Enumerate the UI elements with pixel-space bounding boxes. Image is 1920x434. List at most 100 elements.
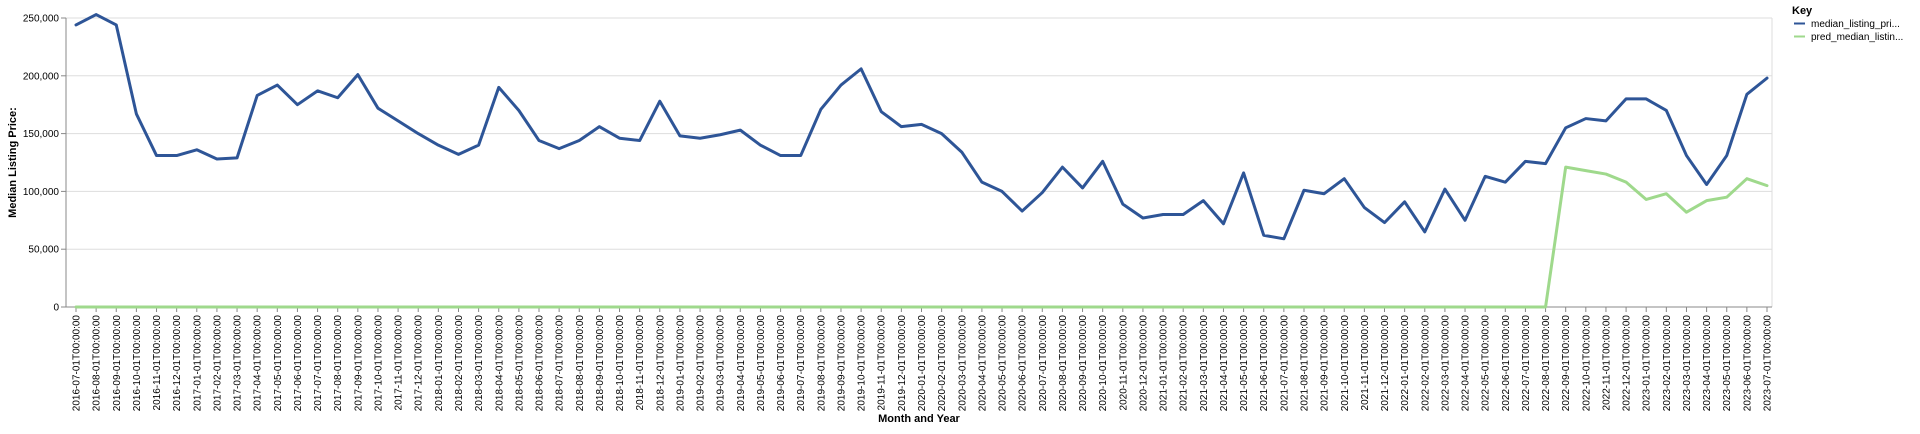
gridlines [66,17,1773,308]
x-tick-label: 2017-03-01T00:00:00 [233,315,244,412]
x-tick-label: 2017-05-01T00:00:00 [273,315,284,412]
x-tick-label: 2021-10-01T00:00:00 [1340,315,1351,412]
x-tick-label: 2022-07-01T00:00:00 [1521,315,1532,412]
x-tick-label: 2018-03-01T00:00:00 [474,315,485,412]
x-tick-label: 2020-01-01T00:00:00 [917,315,928,412]
x-tick-label: 2016-08-01T00:00:00 [92,315,103,412]
x-tick-label: 2019-09-01T00:00:00 [836,315,847,412]
x-tick-label: 2020-08-01T00:00:00 [1058,315,1069,412]
x-tick-label: 2022-11-01T00:00:00 [1601,315,1612,411]
x-tick-label: 2020-09-01T00:00:00 [1078,315,1089,412]
x-tick-label: 2018-12-01T00:00:00 [655,315,666,412]
x-tick-label: 2017-08-01T00:00:00 [333,315,344,412]
x-tick-label: 2021-09-01T00:00:00 [1320,315,1331,412]
x-tick-label: 2022-02-01T00:00:00 [1420,315,1431,412]
x-tick-label: 2018-01-01T00:00:00 [434,315,445,412]
x-tick-label: 2022-01-01T00:00:00 [1400,315,1411,412]
x-tick-label: 2021-11-01T00:00:00 [1360,315,1371,411]
x-tick-label: 2018-04-01T00:00:00 [494,315,505,412]
x-tick-label: 2017-06-01T00:00:00 [293,315,304,412]
x-tick-label: 2020-05-01T00:00:00 [998,315,1009,412]
x-tick-label: 2023-03-01T00:00:00 [1682,315,1693,412]
x-tick-label: 2021-05-01T00:00:00 [1239,315,1250,412]
x-tick-label: 2019-07-01T00:00:00 [796,315,807,412]
x-tick-label: 2019-06-01T00:00:00 [776,315,787,412]
x-tick-label: 2023-04-01T00:00:00 [1702,315,1713,412]
x-tick-label: 2022-05-01T00:00:00 [1481,315,1492,412]
y-tick-label: 0 [53,303,59,314]
legend: Key median_listing_pri... pred_median_lis… [1792,5,1903,43]
x-tick-label: 2019-11-01T00:00:00 [877,315,888,411]
x-tick-label: 2023-05-01T00:00:00 [1722,315,1733,412]
x-tick-label: 2016-11-01T00:00:00 [152,315,163,411]
x-tick-label: 2019-05-01T00:00:00 [756,315,767,412]
x-tick-label: 2016-12-01T00:00:00 [172,315,183,412]
x-tick-label: 2023-07-01T00:00:00 [1763,315,1774,412]
x-tick-label: 2021-04-01T00:00:00 [1219,315,1230,412]
x-tick-label: 2019-04-01T00:00:00 [736,315,747,412]
x-tick-label: 2017-09-01T00:00:00 [353,315,364,412]
x-tick-label: 2018-10-01T00:00:00 [615,315,626,412]
legend-label-1: pred_median_listin... [1811,32,1903,43]
x-tick-label: 2018-07-01T00:00:00 [555,315,566,412]
x-tick-label: 2020-12-01T00:00:00 [1138,315,1149,412]
x-tick-label: 2021-08-01T00:00:00 [1299,315,1310,412]
x-tick-label: 2020-11-01T00:00:00 [1118,315,1129,411]
x-tick-label: 2023-01-01T00:00:00 [1642,315,1653,412]
y-tick-label: 50,000 [28,245,59,256]
y-tick-label: 100,000 [23,187,60,198]
x-axis-title: Month and Year [878,413,960,425]
y-tick-label: 200,000 [23,71,60,82]
x-tick-label: 2017-12-01T00:00:00 [414,315,425,412]
x-tick-label: 2018-02-01T00:00:00 [454,315,465,412]
x-tick-label: 2022-06-01T00:00:00 [1501,315,1512,412]
x-tick-label: 2021-01-01T00:00:00 [1159,315,1170,412]
x-tick-label: 2021-12-01T00:00:00 [1380,315,1391,412]
axes: 0 50,000 100,000 150,000 200,000 250,000 2016-… [23,14,1774,412]
x-tick-label: 2020-04-01T00:00:00 [977,315,988,412]
legend-label-0: median_listing_pri... [1811,19,1900,30]
x-tick-label: 2018-09-01T00:00:00 [595,315,606,412]
series-line-1 [74,165,1769,309]
x-tick-label: 2022-09-01T00:00:00 [1561,315,1572,412]
y-tick-label: 150,000 [23,129,60,140]
x-tick-label: 2017-01-01T00:00:00 [192,315,203,412]
x-tick-label: 2016-10-01T00:00:00 [132,315,143,412]
x-tick-label: 2020-03-01T00:00:00 [957,315,968,412]
x-tick-label: 2017-07-01T00:00:00 [313,315,324,412]
x-tick-label: 2017-10-01T00:00:00 [373,315,384,412]
series-line-0 [74,13,1769,241]
x-tick-label: 2017-04-01T00:00:00 [253,315,264,412]
x-tick-label: 2020-06-01T00:00:00 [1018,315,1029,412]
x-tick-label: 2017-02-01T00:00:00 [212,315,223,412]
x-tick-label: 2021-06-01T00:00:00 [1259,315,1270,412]
y-tick-label: 250,000 [23,14,60,25]
x-tick-label: 2022-04-01T00:00:00 [1461,315,1472,412]
x-tick-label: 2020-10-01T00:00:00 [1098,315,1109,412]
x-tick-label: 2022-03-01T00:00:00 [1440,315,1451,412]
y-axis-title: Median Listing Price: [7,107,19,218]
x-tick-label: 2023-02-01T00:00:00 [1662,315,1673,412]
x-tick-label: 2019-01-01T00:00:00 [675,315,686,412]
x-tick-label: 2020-07-01T00:00:00 [1038,315,1049,412]
x-tick-label: 2022-12-01T00:00:00 [1622,315,1633,412]
x-tick-label: 2023-06-01T00:00:00 [1742,315,1753,412]
x-tick-label: 2019-03-01T00:00:00 [716,315,727,412]
x-tick-label: 2019-12-01T00:00:00 [897,315,908,412]
series-lines [74,13,1769,309]
x-tick-label: 2019-08-01T00:00:00 [816,315,827,412]
x-tick-label: 2016-07-01T00:00:00 [72,315,83,412]
x-tick-label: 2017-11-01T00:00:00 [394,315,405,411]
x-tick-label: 2020-02-01T00:00:00 [937,315,948,412]
x-tick-label: 2022-10-01T00:00:00 [1581,315,1592,412]
x-tick-label: 2019-02-01T00:00:00 [696,315,707,412]
x-tick-label: 2018-06-01T00:00:00 [535,315,546,412]
x-tick-label: 2016-09-01T00:00:00 [112,315,123,412]
x-tick-label: 2018-11-01T00:00:00 [635,315,646,411]
x-tick-label: 2021-07-01T00:00:00 [1279,315,1290,412]
x-tick-label: 2019-10-01T00:00:00 [857,315,868,412]
x-tick-label: 2021-03-01T00:00:00 [1199,315,1210,412]
legend-title: Key [1792,5,1813,17]
